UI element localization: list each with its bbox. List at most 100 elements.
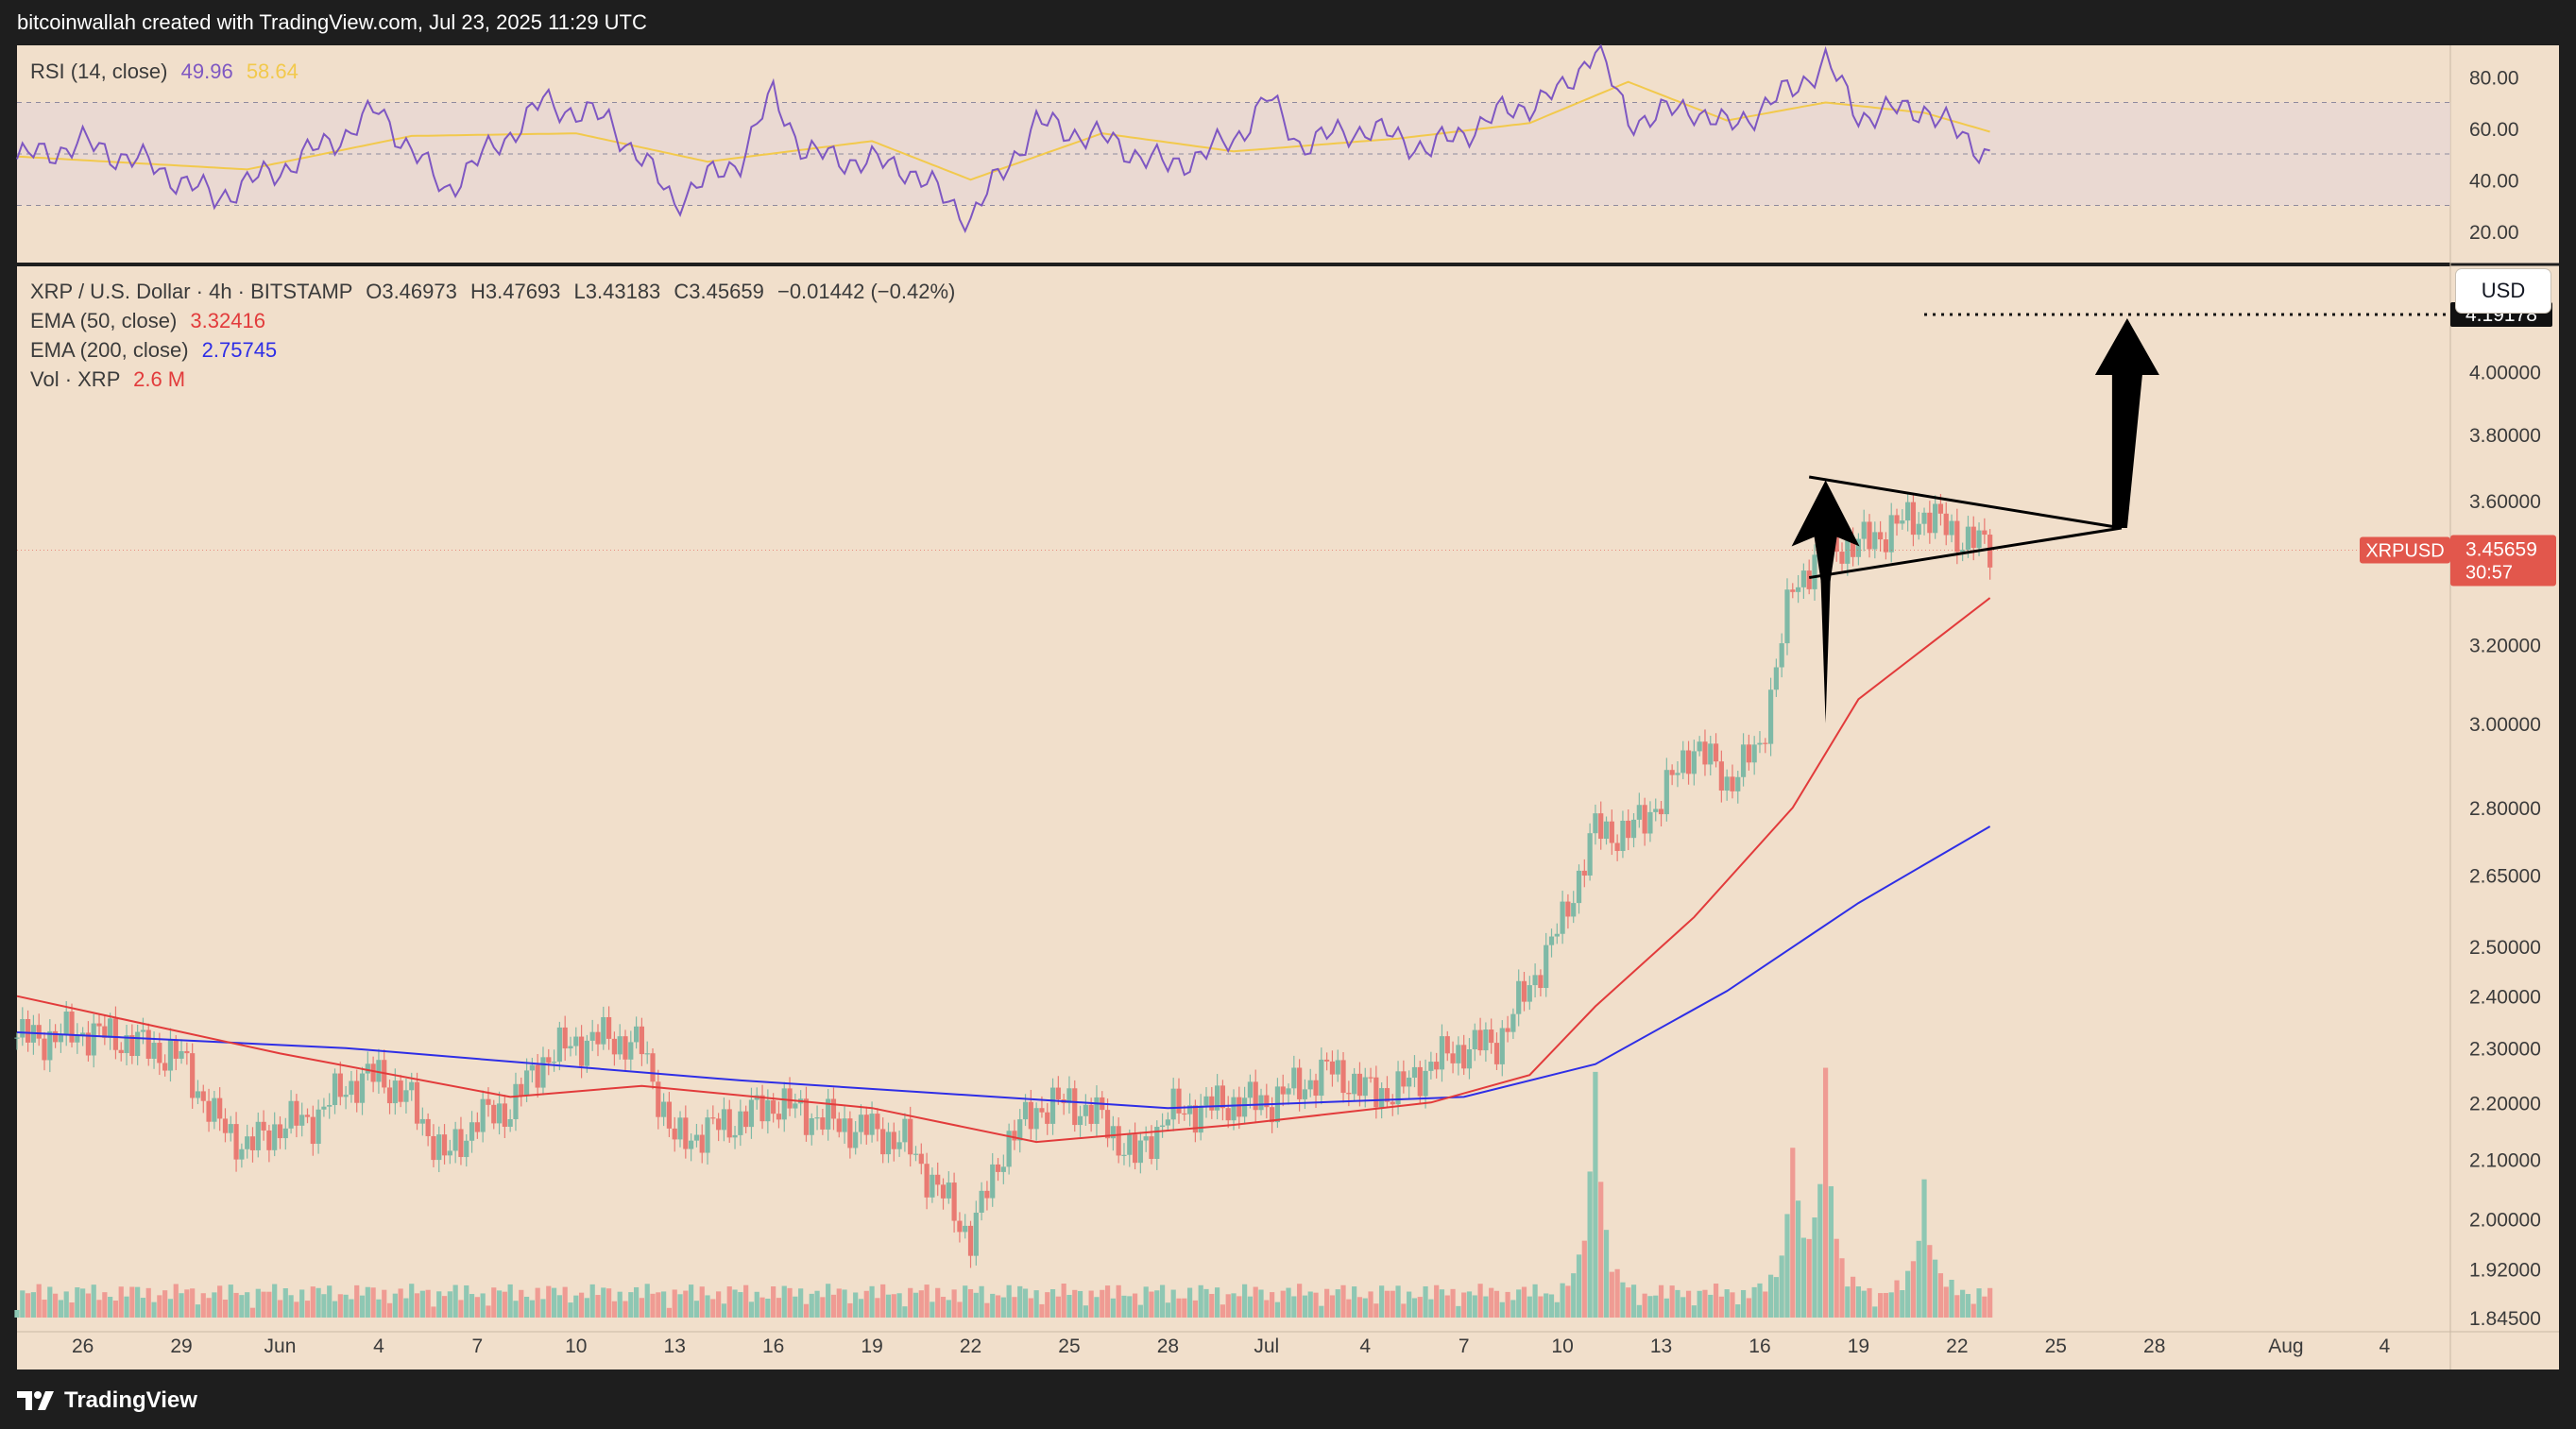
candle-body xyxy=(1264,1095,1270,1108)
candle-body xyxy=(1626,820,1631,839)
candle-body xyxy=(1483,1029,1489,1051)
candle-body xyxy=(1735,776,1741,791)
volume-bar xyxy=(1730,1292,1735,1318)
symbol-label: XRP / U.S. Dollar · 4h · BITSTAMP xyxy=(30,280,353,303)
candle-body xyxy=(1812,554,1817,589)
time-tick-label: 25 xyxy=(1058,1335,1080,1357)
candle-body xyxy=(1329,1061,1336,1075)
volume-bar xyxy=(47,1286,53,1318)
candle-body xyxy=(1851,538,1856,557)
candle-body xyxy=(1066,1088,1072,1103)
candle-body xyxy=(1083,1104,1088,1116)
candle-body xyxy=(316,1109,321,1145)
volume-bar xyxy=(1066,1295,1072,1318)
volume-bar xyxy=(179,1293,184,1318)
volume-bar xyxy=(222,1300,229,1318)
volume-bar xyxy=(1828,1185,1834,1318)
currency-button[interactable]: USD xyxy=(2456,269,2550,313)
volume-bar xyxy=(595,1295,601,1318)
volume-bar xyxy=(1186,1287,1193,1318)
volume-bar xyxy=(710,1299,716,1318)
volume-bar xyxy=(1198,1284,1203,1318)
candle-body xyxy=(820,1117,826,1130)
volume-bar xyxy=(842,1289,847,1318)
candle-body xyxy=(869,1114,875,1135)
volume-bar xyxy=(245,1292,250,1318)
volume-bar xyxy=(1329,1295,1336,1318)
volume-bar xyxy=(354,1284,360,1318)
volume-bar xyxy=(1527,1296,1532,1318)
volume-bar xyxy=(743,1284,749,1318)
volume-bar xyxy=(1779,1255,1784,1318)
volume-bar xyxy=(754,1291,759,1318)
candle-body xyxy=(1576,870,1582,904)
volume-bar xyxy=(589,1284,595,1318)
candle-body xyxy=(1565,901,1571,917)
ema50-line xyxy=(16,597,1991,1144)
candle-body xyxy=(1104,1110,1111,1139)
candle-body xyxy=(370,1063,376,1082)
candle-body xyxy=(266,1130,272,1150)
candle-body xyxy=(1883,539,1889,553)
volume-bar xyxy=(963,1285,968,1318)
volume-bar xyxy=(91,1284,96,1318)
candle-body xyxy=(973,1212,979,1256)
volume-bar xyxy=(1614,1268,1620,1318)
chart-canvas[interactable]: 80.00 60.00 40.00 20.00 4.00000 3.80000 3.6000… xyxy=(0,0,2576,1371)
candle-body xyxy=(556,1027,562,1063)
candle-body xyxy=(200,1091,206,1101)
candle-body xyxy=(793,1103,798,1109)
time-tick-label: 4 xyxy=(373,1335,384,1357)
volume-bar xyxy=(1356,1297,1363,1318)
volume-bar xyxy=(458,1300,464,1318)
candle-body xyxy=(1554,933,1560,937)
candle-body xyxy=(995,1164,1001,1172)
volume-bar xyxy=(973,1292,979,1318)
volume-bar xyxy=(611,1301,617,1318)
candle-body xyxy=(332,1073,338,1106)
volume-bar xyxy=(562,1286,568,1318)
candle-body xyxy=(1220,1085,1225,1109)
volume-bar xyxy=(738,1292,743,1318)
volume-bar xyxy=(732,1289,738,1318)
candle-body xyxy=(1861,521,1867,539)
volume-bar xyxy=(233,1292,239,1318)
candle-body xyxy=(1028,1101,1033,1130)
candle-body xyxy=(190,1053,196,1098)
candle-body xyxy=(365,1063,370,1074)
volume-bar xyxy=(1127,1296,1133,1318)
candle-body xyxy=(908,1118,913,1155)
volume-bar xyxy=(1751,1286,1757,1318)
candle-body xyxy=(1894,515,1900,524)
volume-bar xyxy=(409,1284,415,1318)
volume-bar xyxy=(496,1290,503,1318)
candle-body xyxy=(1965,526,1971,551)
volume-bar xyxy=(1039,1303,1045,1318)
volume-bar xyxy=(946,1300,951,1318)
candle-body xyxy=(239,1148,245,1160)
volume-bar xyxy=(1143,1286,1149,1318)
time-tick-label: Jul xyxy=(1254,1335,1279,1357)
volume-bar xyxy=(601,1287,606,1318)
time-tick-label: 4 xyxy=(2380,1335,2391,1357)
candle-body xyxy=(1154,1127,1160,1160)
volume-bar xyxy=(1154,1290,1160,1318)
candle-body xyxy=(689,1140,694,1149)
candle-body xyxy=(409,1081,415,1091)
volume-bar xyxy=(1587,1171,1593,1318)
candle-body xyxy=(85,1032,92,1056)
candle-body xyxy=(299,1114,305,1126)
volume-bar xyxy=(1291,1296,1297,1318)
volume-bar xyxy=(304,1301,311,1318)
candle-body xyxy=(233,1124,239,1160)
candle-body xyxy=(1466,1048,1473,1069)
main-pane-background xyxy=(17,266,2450,1332)
price-tick-label: 2.50000 xyxy=(2469,937,2541,959)
volume-bar xyxy=(502,1291,507,1318)
candle-body xyxy=(1937,503,1944,514)
candle-body xyxy=(1307,1080,1313,1090)
price-tick-label: 3.20000 xyxy=(2469,635,2541,656)
tradingview-logo-icon xyxy=(17,1390,54,1410)
volume-bar xyxy=(781,1285,787,1318)
volume-bar xyxy=(157,1295,162,1318)
